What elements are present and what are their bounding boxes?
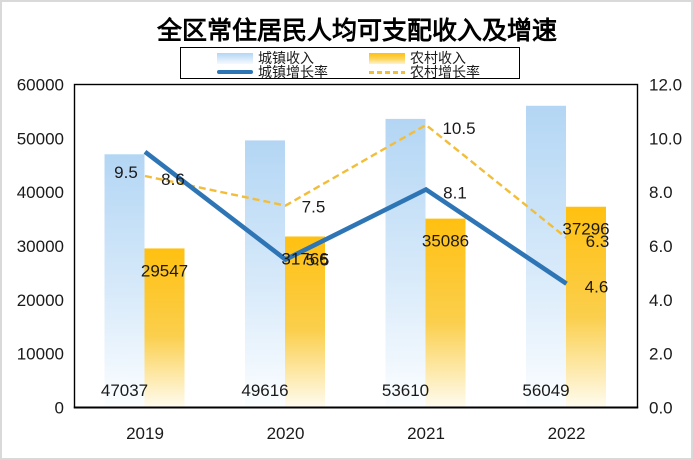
svg-text:20000: 20000: [17, 291, 64, 310]
legend-item-urban-income: 城镇收入: [217, 51, 314, 65]
svg-text:30000: 30000: [17, 237, 64, 256]
legend-label: 农村收入: [410, 50, 466, 66]
svg-text:50000: 50000: [17, 129, 64, 148]
legend-item-rural-income: 农村收入: [369, 51, 466, 65]
svg-text:53610: 53610: [382, 381, 429, 400]
svg-text:6.0: 6.0: [649, 237, 673, 256]
svg-text:10.0: 10.0: [649, 129, 682, 148]
urban-growth-line-icon: [217, 70, 253, 74]
rural-growth-line-icon: [369, 70, 405, 74]
svg-text:49616: 49616: [241, 381, 288, 400]
svg-text:31766: 31766: [281, 249, 328, 268]
svg-text:0.0: 0.0: [649, 399, 673, 418]
svg-text:40000: 40000: [17, 183, 64, 202]
svg-text:12.0: 12.0: [649, 76, 682, 95]
svg-text:2021: 2021: [407, 424, 445, 443]
svg-text:5.5: 5.5: [306, 250, 330, 269]
svg-text:37296: 37296: [562, 220, 609, 239]
svg-text:0: 0: [55, 399, 64, 418]
svg-text:60000: 60000: [17, 76, 64, 95]
svg-text:9.5: 9.5: [114, 163, 138, 182]
legend-label: 城镇增长率: [258, 64, 328, 80]
svg-text:2022: 2022: [548, 424, 586, 443]
svg-text:8.1: 8.1: [443, 183, 467, 202]
legend-item-rural-growth: 农村增长率: [369, 65, 480, 79]
rural-income-swatch-icon: [369, 52, 405, 64]
svg-text:4.6: 4.6: [585, 278, 609, 297]
svg-text:47037: 47037: [101, 381, 148, 400]
svg-text:4.0: 4.0: [649, 291, 673, 310]
svg-text:10000: 10000: [17, 345, 64, 364]
legend-item-urban-growth: 城镇增长率: [217, 65, 328, 79]
svg-text:8.0: 8.0: [649, 183, 673, 202]
svg-text:35086: 35086: [422, 232, 469, 251]
chart-title: 全区常住居民人均可支配收入及增速: [156, 17, 557, 45]
svg-text:2020: 2020: [267, 424, 305, 443]
svg-text:7.5: 7.5: [302, 198, 326, 217]
urban-income-swatch-icon: [217, 52, 253, 64]
svg-text:29547: 29547: [141, 261, 188, 280]
legend-label: 城镇收入: [258, 50, 314, 66]
svg-text:2.0: 2.0: [649, 345, 673, 364]
legend-label: 农村增长率: [410, 64, 480, 80]
svg-text:6.3: 6.3: [586, 232, 610, 251]
svg-text:56049: 56049: [522, 381, 569, 400]
legend: 城镇收入 农村收入 城镇增长率 农村增长率: [180, 47, 520, 79]
svg-text:8.6: 8.6: [161, 170, 185, 189]
svg-text:2019: 2019: [126, 424, 164, 443]
svg-text:10.5: 10.5: [442, 119, 475, 138]
